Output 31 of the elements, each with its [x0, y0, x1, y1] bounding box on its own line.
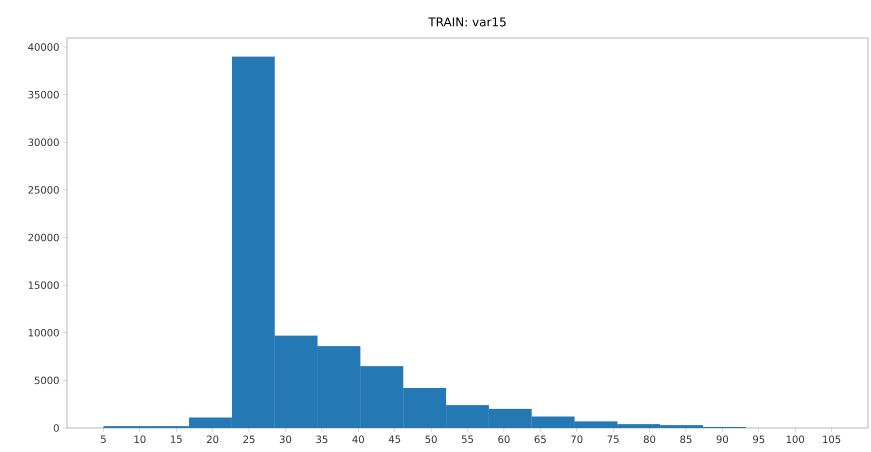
y-tick-label: 35000 — [28, 90, 59, 98]
x-tick-label: 50 — [426, 436, 437, 444]
y-tick-label: 10000 — [28, 328, 59, 337]
x-tick-label: 35 — [316, 436, 328, 444]
x-tick-label: 30 — [280, 436, 292, 444]
x-tick-label: 15 — [170, 436, 182, 443]
x-tick-label: 45 — [388, 436, 400, 443]
y-tick-label: 40000 — [28, 43, 59, 51]
chart-title: TRAIN: var15 — [428, 18, 506, 26]
y-tick-label: 5000 — [34, 376, 59, 384]
x-tick-label: 25 — [243, 436, 255, 444]
x-tick-label: 70 — [571, 436, 582, 444]
x-tick-label: 100 — [786, 436, 804, 444]
x-tick-label: 40 — [352, 436, 364, 444]
x-tick-label: 65 — [534, 436, 546, 444]
x-tick-label: 10 — [134, 436, 146, 444]
y-tick-label: 20000 — [28, 234, 59, 242]
y-tick-label: 30000 — [28, 138, 59, 146]
x-tick-label: 90 — [716, 436, 728, 444]
x-tick-label: 5 — [101, 436, 106, 443]
x-tick-label: 60 — [498, 436, 510, 444]
x-tick-label: 85 — [680, 436, 692, 444]
y-tick-label: 25000 — [28, 186, 59, 194]
x-tick-label: 105 — [823, 436, 840, 444]
x-tick-label: 20 — [207, 436, 218, 444]
x-tick-label: 55 — [462, 436, 473, 443]
x-tick-label: 95 — [753, 436, 764, 444]
y-tick-label: 15000 — [28, 281, 59, 289]
y-tick-label: 0 — [54, 424, 59, 432]
x-tick-label: 80 — [644, 436, 656, 444]
x-tick-label: 75 — [608, 436, 619, 443]
